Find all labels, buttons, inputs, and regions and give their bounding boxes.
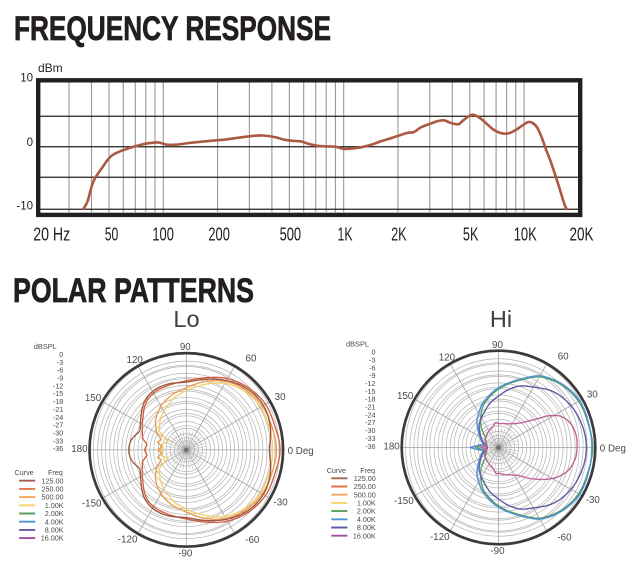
svg-text:8.00K: 8.00K xyxy=(357,523,376,532)
svg-text:60: 60 xyxy=(558,351,569,362)
svg-text:-9: -9 xyxy=(57,374,63,383)
svg-text:POLAR PATTERNS: POLAR PATTERNS xyxy=(13,272,254,310)
svg-text:16.00K: 16.00K xyxy=(41,534,64,543)
svg-text:500.00: 500.00 xyxy=(42,493,64,502)
svg-text:2K: 2K xyxy=(391,224,407,245)
svg-text:-15: -15 xyxy=(53,389,63,398)
svg-text:125.00: 125.00 xyxy=(354,474,376,483)
svg-text:100: 100 xyxy=(152,224,174,245)
svg-text:4.00K: 4.00K xyxy=(45,517,64,526)
svg-text:-150: -150 xyxy=(82,499,102,510)
svg-text:10: 10 xyxy=(20,73,33,85)
svg-text:120: 120 xyxy=(127,355,144,366)
svg-text:0 Deg: 0 Deg xyxy=(600,444,626,455)
svg-text:Curve: Curve xyxy=(15,468,34,477)
svg-text:-9: -9 xyxy=(369,371,375,380)
svg-text:1.00K: 1.00K xyxy=(357,499,376,508)
svg-text:-120: -120 xyxy=(118,534,138,545)
svg-text:-30: -30 xyxy=(586,495,601,506)
svg-text:2.00K: 2.00K xyxy=(45,509,64,518)
svg-text:-150: -150 xyxy=(394,496,414,507)
svg-text:500.00: 500.00 xyxy=(354,490,376,499)
svg-text:60: 60 xyxy=(246,354,257,365)
svg-text:Curve: Curve xyxy=(327,466,346,475)
svg-text:500: 500 xyxy=(280,224,302,245)
svg-text:-18: -18 xyxy=(53,397,63,406)
svg-text:FREQUENCY RESPONSE: FREQUENCY RESPONSE xyxy=(14,10,331,48)
svg-text:-33: -33 xyxy=(53,436,63,445)
svg-text:1.00K: 1.00K xyxy=(45,501,64,510)
svg-text:20 Hz: 20 Hz xyxy=(33,224,70,245)
svg-text:-90: -90 xyxy=(178,549,193,560)
svg-text:-3: -3 xyxy=(369,356,375,365)
svg-text:180: 180 xyxy=(71,444,88,455)
svg-text:150: 150 xyxy=(397,391,414,402)
svg-text:-30: -30 xyxy=(274,498,289,509)
svg-text:dBSPL: dBSPL xyxy=(34,342,57,351)
svg-text:125.00: 125.00 xyxy=(42,476,64,485)
svg-text:dBm: dBm xyxy=(38,61,63,75)
svg-text:-24: -24 xyxy=(365,410,375,419)
svg-text:-36: -36 xyxy=(53,444,63,453)
svg-text:30: 30 xyxy=(275,392,286,403)
svg-text:0: 0 xyxy=(27,137,33,149)
svg-text:200: 200 xyxy=(208,224,230,245)
svg-text:-3: -3 xyxy=(57,358,63,367)
svg-text:8.00K: 8.00K xyxy=(45,526,64,535)
svg-text:-24: -24 xyxy=(53,413,63,422)
svg-text:150: 150 xyxy=(85,393,102,404)
svg-text:-30: -30 xyxy=(365,426,375,435)
svg-text:-18: -18 xyxy=(365,395,375,404)
svg-text:-36: -36 xyxy=(365,442,375,451)
svg-text:-21: -21 xyxy=(53,405,63,414)
svg-text:5K: 5K xyxy=(463,224,479,245)
svg-text:1K: 1K xyxy=(338,224,353,245)
svg-text:0 Deg: 0 Deg xyxy=(288,446,314,457)
svg-text:-90: -90 xyxy=(490,546,505,557)
svg-text:4.00K: 4.00K xyxy=(357,515,376,524)
svg-text:-27: -27 xyxy=(53,421,63,430)
svg-text:16.00K: 16.00K xyxy=(353,531,376,540)
svg-text:250.00: 250.00 xyxy=(354,482,376,491)
svg-text:-60: -60 xyxy=(557,532,572,543)
svg-text:30: 30 xyxy=(587,389,598,400)
svg-text:-120: -120 xyxy=(430,532,450,543)
svg-text:10K: 10K xyxy=(514,224,537,245)
svg-text:90: 90 xyxy=(492,340,503,351)
svg-text:50: 50 xyxy=(105,224,119,245)
svg-text:Freq: Freq xyxy=(48,468,63,477)
svg-text:Freq: Freq xyxy=(360,466,375,475)
svg-text:dBSPL: dBSPL xyxy=(346,340,369,349)
svg-text:-10: -10 xyxy=(16,201,33,213)
svg-text:2.00K: 2.00K xyxy=(357,507,376,516)
svg-text:-30: -30 xyxy=(53,429,63,438)
svg-text:90: 90 xyxy=(180,342,191,353)
svg-text:-12: -12 xyxy=(365,379,375,388)
svg-text:Hi: Hi xyxy=(490,306,512,332)
svg-text:0: 0 xyxy=(372,348,376,357)
svg-text:Lo: Lo xyxy=(173,306,199,332)
svg-text:20K: 20K xyxy=(570,224,594,245)
svg-text:-27: -27 xyxy=(365,418,375,427)
svg-text:250.00: 250.00 xyxy=(42,485,64,494)
svg-text:-6: -6 xyxy=(57,366,63,375)
svg-text:-21: -21 xyxy=(365,403,375,412)
svg-text:-6: -6 xyxy=(369,363,375,372)
svg-text:-15: -15 xyxy=(365,387,375,396)
svg-text:120: 120 xyxy=(439,353,456,364)
svg-text:-12: -12 xyxy=(53,381,63,390)
svg-text:180: 180 xyxy=(383,442,400,453)
svg-text:0: 0 xyxy=(59,350,63,359)
svg-text:-33: -33 xyxy=(365,434,375,443)
svg-text:-60: -60 xyxy=(245,535,260,546)
